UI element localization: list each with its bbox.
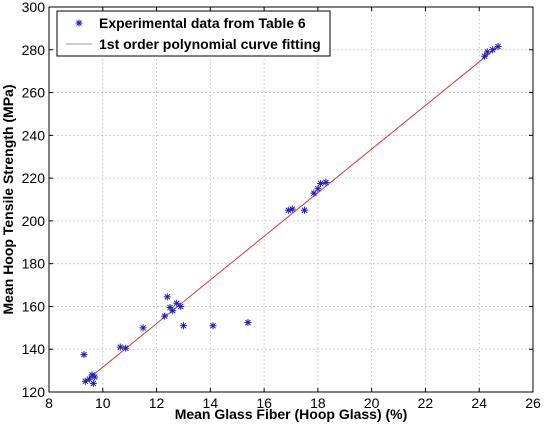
data-points	[80, 43, 502, 387]
data-point	[322, 178, 330, 186]
marker-stroke	[173, 300, 180, 307]
marker-stroke	[484, 49, 491, 55]
fit-line-layer	[86, 46, 499, 381]
fit-line	[86, 46, 499, 381]
axis-ticks: 8 10 12 14 16 18 20 22 24 26 120 140 160 180 200 220 240…	[22, 0, 541, 411]
legend-marker-star	[75, 19, 83, 27]
marker-stroke	[81, 351, 87, 358]
marker-stroke	[164, 293, 171, 300]
data-point	[209, 322, 217, 330]
data-point	[300, 206, 308, 214]
data-point	[139, 324, 147, 332]
data-point	[314, 185, 322, 193]
y-tick-label: 280	[22, 42, 46, 58]
legend-box	[56, 10, 331, 57]
data-point	[163, 293, 171, 301]
marker-stroke	[289, 206, 296, 212]
x-tick-label: 20	[364, 395, 380, 411]
y-tick-label: 140	[22, 341, 46, 357]
marker-stroke	[86, 376, 93, 383]
y-tick-label: 300	[22, 0, 46, 15]
data-point	[179, 322, 187, 330]
legend-marker-experimental	[75, 19, 83, 27]
data-point	[177, 302, 185, 310]
data-point	[483, 48, 491, 56]
marker-stroke	[489, 46, 496, 53]
marker-stroke	[317, 180, 324, 187]
data-point	[244, 318, 252, 326]
data-point	[122, 344, 130, 352]
marker-stroke	[177, 303, 184, 310]
marker-stroke	[140, 324, 146, 331]
data-point	[284, 206, 292, 214]
data-point	[169, 307, 177, 315]
y-tick-label: 240	[22, 127, 46, 143]
data-point	[489, 46, 497, 54]
marker-stroke	[323, 179, 329, 186]
data-point	[161, 312, 169, 320]
data-point	[91, 373, 99, 381]
data-point	[317, 179, 325, 187]
plot-frame	[48, 6, 534, 393]
y-axis-title: Mean Hoop Tensile Strength (MPa)	[0, 85, 16, 315]
marker-stroke	[210, 322, 216, 329]
marker-stroke	[245, 319, 251, 326]
x-tick-label: 26	[525, 395, 541, 411]
x-tick-label: 16	[256, 395, 272, 411]
data-point	[89, 379, 97, 387]
x-tick-label: 10	[95, 395, 111, 411]
y-tick-label: 220	[22, 170, 46, 186]
data-point	[116, 343, 124, 351]
x-axis-title: Mean Glass Fiber (Hoop Glass) (%)	[175, 406, 408, 422]
marker-stroke	[481, 53, 488, 60]
legend-label-experimental: Experimental data from Table 6	[99, 15, 306, 31]
marker-stroke	[76, 20, 82, 26]
data-point	[173, 299, 181, 307]
x-tick-label: 18	[310, 395, 326, 411]
x-tick-label: 14	[203, 395, 219, 411]
y-tick-label: 160	[22, 298, 46, 314]
plot-area	[49, 7, 533, 392]
y-tick-label: 180	[22, 256, 46, 272]
y-tick-label: 260	[22, 85, 46, 101]
x-tick-label: 24	[471, 395, 487, 411]
marker-stroke	[169, 307, 176, 314]
marker-stroke	[285, 207, 292, 214]
marker-stroke	[122, 345, 129, 352]
marker-stroke	[91, 374, 98, 380]
marker-stroke	[180, 322, 187, 329]
marker-stroke	[161, 313, 168, 319]
y-tick-label: 120	[22, 384, 46, 400]
legend-label-fit: 1st order polynomial curve fitting	[99, 36, 321, 52]
x-tick-label: 12	[149, 395, 165, 411]
legend: Experimental data from Table 6 1st order…	[56, 10, 331, 57]
data-point	[481, 52, 489, 60]
y-tick-label: 200	[22, 213, 46, 229]
marker-stroke	[495, 43, 501, 50]
marker-stroke	[301, 207, 308, 214]
data-point	[80, 351, 88, 359]
marker-stroke	[315, 185, 321, 192]
x-tick-label: 22	[418, 395, 434, 411]
marker-stroke	[117, 344, 124, 350]
marker-stroke	[167, 304, 173, 311]
data-point	[288, 205, 296, 213]
data-point	[494, 43, 502, 51]
marker-stroke	[90, 380, 97, 387]
x-tick-label: 8	[45, 395, 53, 411]
